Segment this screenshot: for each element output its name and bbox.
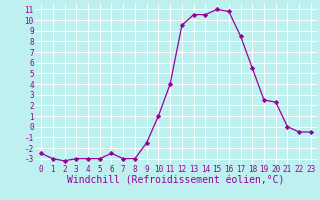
X-axis label: Windchill (Refroidissement éolien,°C): Windchill (Refroidissement éolien,°C) (67, 176, 285, 186)
